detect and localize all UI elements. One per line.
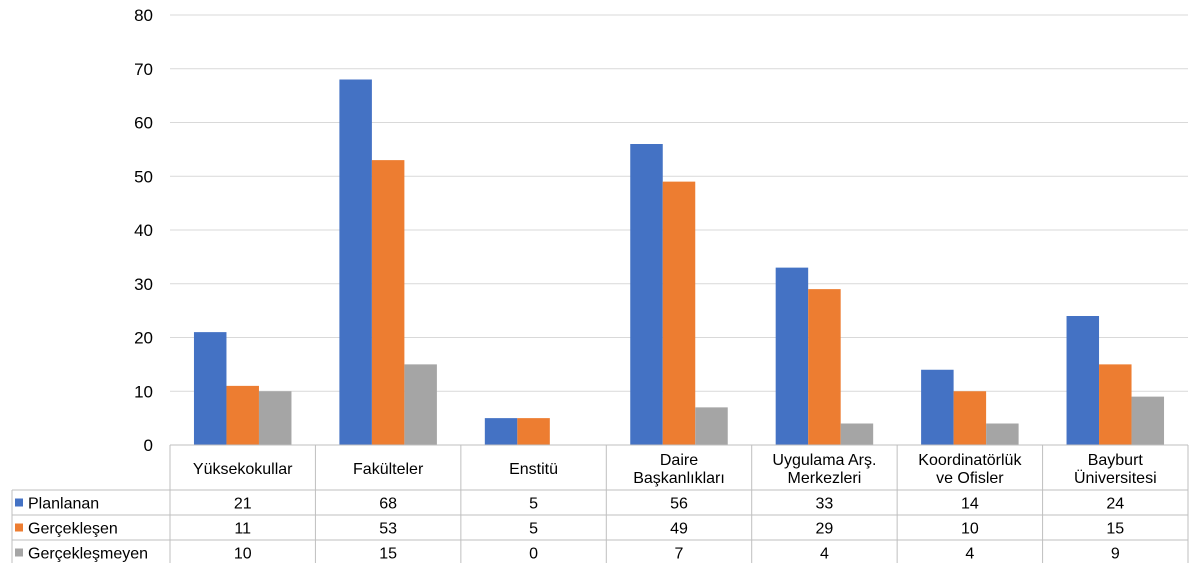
table-value: 24 bbox=[1106, 496, 1124, 513]
bar bbox=[775, 267, 809, 445]
category-label: Koordinatörlük bbox=[918, 452, 1022, 469]
table-value: 11 bbox=[234, 521, 251, 538]
y-axis-ticks: 0 10 20 30 40 50 60 70 80 bbox=[134, 6, 153, 455]
table-value: 10 bbox=[961, 521, 979, 538]
legend-key bbox=[15, 523, 23, 532]
legend-key bbox=[15, 548, 23, 557]
table-value: 4 bbox=[820, 546, 829, 563]
y-tick-label: 40 bbox=[134, 221, 153, 240]
bars bbox=[193, 79, 1165, 445]
table-value: 0 bbox=[529, 546, 538, 563]
y-tick-label: 70 bbox=[134, 60, 153, 79]
table-value: 14 bbox=[961, 496, 979, 513]
bar bbox=[1131, 396, 1165, 445]
bar bbox=[695, 407, 728, 445]
bar bbox=[921, 369, 954, 445]
table-value: 21 bbox=[234, 496, 252, 513]
bar bbox=[840, 423, 874, 445]
category-label: Fakülteler bbox=[353, 461, 424, 478]
y-tick-label: 30 bbox=[134, 275, 153, 294]
table-value: 29 bbox=[816, 521, 834, 538]
table-value: 49 bbox=[670, 521, 688, 538]
category-label: Üniversitesi bbox=[1074, 469, 1157, 487]
bar bbox=[953, 391, 987, 445]
category-label: Başkanlıkları bbox=[633, 470, 725, 487]
table-value: 5 bbox=[529, 521, 538, 538]
series-name: Gerçekleşen bbox=[28, 521, 118, 538]
y-tick-label: 0 bbox=[144, 436, 153, 455]
category-label: ve Ofisler bbox=[936, 470, 1004, 487]
category-label: Enstitü bbox=[509, 461, 558, 478]
bar bbox=[371, 160, 405, 445]
bar bbox=[484, 418, 518, 445]
table-value: 68 bbox=[379, 496, 397, 513]
series-name: Gerçekleşmeyen bbox=[28, 546, 148, 563]
bar bbox=[1066, 316, 1100, 445]
y-tick-label: 80 bbox=[134, 6, 153, 25]
table-value: 10 bbox=[234, 546, 252, 563]
bar bbox=[226, 385, 259, 445]
category-label: Merkezleri bbox=[788, 470, 862, 487]
bar bbox=[258, 391, 292, 445]
bar bbox=[339, 79, 372, 445]
bar bbox=[517, 418, 550, 445]
y-tick-label: 20 bbox=[134, 329, 153, 348]
y-tick-label: 60 bbox=[134, 114, 153, 133]
bar bbox=[404, 364, 437, 445]
table-value: 56 bbox=[670, 496, 688, 513]
series-name: Planlanan bbox=[28, 496, 99, 513]
bar bbox=[808, 289, 841, 445]
table-value: 5 bbox=[529, 496, 538, 513]
legend-key bbox=[15, 498, 23, 507]
table-value: 9 bbox=[1111, 546, 1120, 563]
table-value: 53 bbox=[379, 521, 397, 538]
table-value: 15 bbox=[379, 546, 397, 563]
bar bbox=[986, 423, 1019, 445]
table-value: 4 bbox=[965, 546, 974, 563]
category-label: Yüksekokullar bbox=[193, 461, 293, 478]
table-value: 15 bbox=[1106, 521, 1124, 538]
table-value: 7 bbox=[675, 546, 684, 563]
category-label: Bayburt bbox=[1088, 452, 1144, 469]
table-value: 33 bbox=[816, 496, 834, 513]
category-label: Uygulama Arş. bbox=[772, 452, 876, 469]
category-label: Daire bbox=[660, 452, 698, 469]
data-table: Yüksekokullar Fakülteler Enstitü DaireBaşka… bbox=[11, 444, 1189, 563]
bar bbox=[630, 144, 663, 445]
y-tick-label: 50 bbox=[134, 167, 153, 186]
y-tick-label: 10 bbox=[134, 382, 153, 401]
bar bbox=[1099, 364, 1132, 445]
bar bbox=[193, 332, 227, 445]
bar bbox=[662, 181, 696, 445]
